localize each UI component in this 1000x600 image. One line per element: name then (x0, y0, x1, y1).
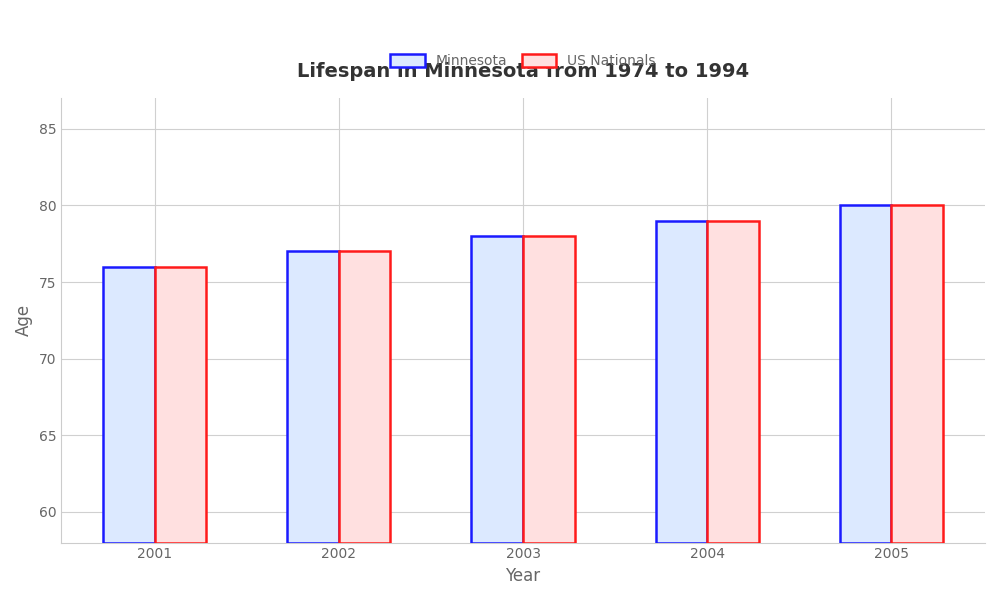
Bar (339, 251, 390, 542)
Bar (155, 267, 206, 542)
Bar (840, 205, 891, 542)
X-axis label: Year: Year (505, 567, 541, 585)
Bar (656, 221, 707, 542)
Legend: Minnesota, US Nationals: Minnesota, US Nationals (383, 47, 663, 75)
Bar (103, 267, 155, 542)
Bar (707, 221, 759, 542)
Bar (523, 236, 575, 542)
Bar (471, 236, 523, 542)
Bar (287, 251, 339, 542)
Title: Lifespan in Minnesota from 1974 to 1994: Lifespan in Minnesota from 1974 to 1994 (297, 62, 749, 81)
Bar (891, 205, 943, 542)
Y-axis label: Age: Age (15, 304, 33, 337)
